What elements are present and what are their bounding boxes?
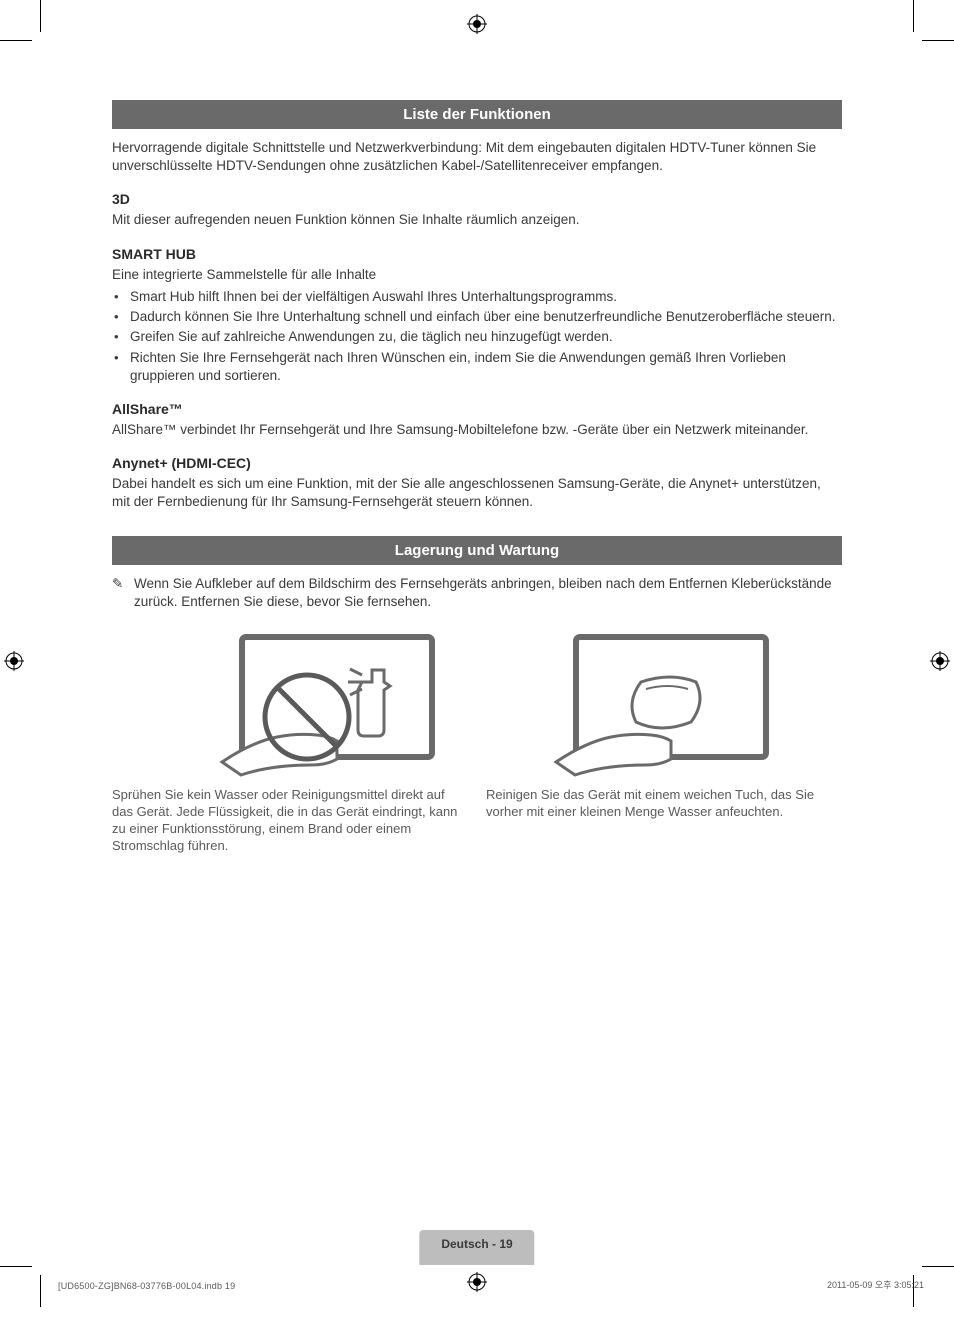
registration-mark-icon bbox=[4, 651, 24, 671]
footer-timestamp: 2011-05-09 오후 3:05:21 bbox=[827, 1278, 924, 1291]
text-anynet: Dabei handelt es sich um eine Funktion, … bbox=[112, 475, 842, 511]
registration-mark-icon bbox=[467, 14, 487, 34]
list-item: Richten Sie Ihre Fernsehgerät nach Ihren… bbox=[130, 349, 842, 385]
intro-text: Hervorragende digitale Schnittstelle und… bbox=[112, 139, 842, 175]
section-heading-functions: Liste der Funktionen bbox=[112, 100, 842, 129]
figure-right-caption: Reinigen Sie das Gerät mit einem weichen… bbox=[486, 787, 842, 821]
text-3d: Mit dieser aufregenden neuen Funktion kö… bbox=[112, 211, 842, 229]
crop-mark bbox=[913, 0, 914, 32]
list-item: Smart Hub hilft Ihnen bei der vielfältig… bbox=[130, 288, 842, 306]
registration-mark-icon bbox=[930, 651, 950, 671]
list-item: Dadurch können Sie Ihre Unterhaltung sch… bbox=[130, 308, 842, 326]
figure-left-caption: Sprühen Sie kein Wasser oder Reinigungsm… bbox=[112, 787, 468, 855]
subheading-anynet: Anynet+ (HDMI-CEC) bbox=[112, 455, 842, 471]
crop-mark bbox=[0, 40, 32, 41]
list-item: Greifen Sie auf zahlreiche Anwendungen z… bbox=[130, 328, 842, 346]
figure-left: Sprühen Sie kein Wasser oder Reinigungsm… bbox=[112, 627, 468, 855]
note-row: ✎ Wenn Sie Aufkleber auf dem Bildschirm … bbox=[112, 575, 842, 611]
crop-mark bbox=[0, 1266, 32, 1267]
crop-mark bbox=[922, 40, 954, 41]
subheading-allshare: AllShare™ bbox=[112, 401, 842, 417]
wipe-with-cloth-illustration bbox=[486, 627, 842, 777]
page-number: Deutsch - 19 bbox=[419, 1230, 534, 1265]
do-not-spray-illustration bbox=[112, 627, 468, 777]
note-icon: ✎ bbox=[112, 575, 134, 611]
note-text: Wenn Sie Aufkleber auf dem Bildschirm de… bbox=[134, 575, 842, 611]
figure-row: Sprühen Sie kein Wasser oder Reinigungsm… bbox=[112, 627, 842, 855]
crop-mark bbox=[922, 1266, 954, 1267]
page-content: Liste der Funktionen Hervorragende digit… bbox=[112, 100, 842, 855]
text-smarthub-lead: Eine integrierte Sammelstelle für alle I… bbox=[112, 266, 842, 284]
registration-mark-icon bbox=[467, 1272, 487, 1292]
subheading-3d: 3D bbox=[112, 191, 842, 207]
crop-mark bbox=[40, 0, 41, 32]
text-allshare: AllShare™ verbindet Ihr Fernsehgerät und… bbox=[112, 421, 842, 439]
subheading-smarthub: SMART HUB bbox=[112, 246, 842, 262]
figure-right: Reinigen Sie das Gerät mit einem weichen… bbox=[486, 627, 842, 855]
section-heading-storage: Lagerung und Wartung bbox=[112, 536, 842, 565]
crop-mark bbox=[40, 1275, 41, 1307]
smarthub-list: Smart Hub hilft Ihnen bei der vielfältig… bbox=[112, 288, 842, 385]
footer-doc-ref: [UD6500-ZG]BN68-03776B-00L04.indb 19 bbox=[58, 1281, 235, 1291]
